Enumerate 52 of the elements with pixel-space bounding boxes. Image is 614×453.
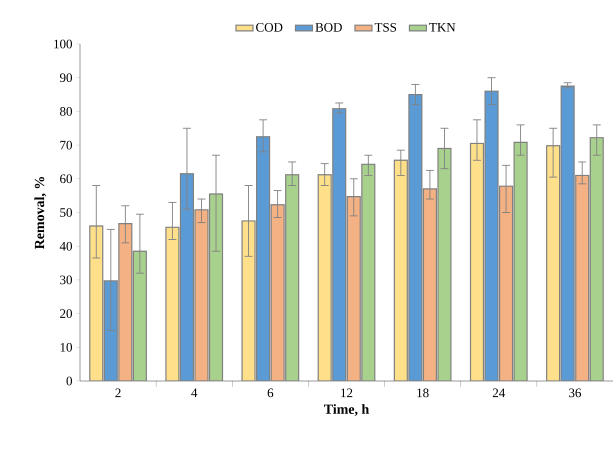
y-tick-label: 80	[60, 107, 72, 116]
bar	[514, 142, 528, 381]
bar	[194, 209, 209, 381]
x-tick-label: 6	[268, 388, 274, 398]
y-axis-title: Removal, %	[34, 177, 46, 250]
bar	[256, 136, 270, 381]
legend-label: TKN	[429, 23, 456, 32]
bar	[241, 220, 256, 381]
bar	[270, 204, 285, 381]
y-tick-label: 40	[60, 242, 72, 251]
bar	[165, 226, 180, 381]
bar	[422, 188, 437, 381]
x-tick-label: 2	[115, 388, 121, 398]
bar	[394, 160, 408, 381]
bar	[560, 86, 575, 381]
bar	[408, 94, 422, 381]
bar	[180, 173, 194, 381]
y-tick-label: 100	[54, 40, 72, 48]
y-tick-label: 90	[60, 73, 72, 82]
bar	[332, 108, 346, 381]
y-tick-label: 30	[60, 276, 72, 284]
bar	[132, 250, 147, 381]
bar	[89, 225, 104, 381]
bar	[575, 174, 590, 381]
x-tick-label: 36	[569, 388, 582, 398]
y-tick-label: 70	[60, 140, 72, 150]
x-tick-label: 12	[341, 388, 352, 398]
legend-label: BOD	[315, 23, 342, 32]
bar	[104, 280, 118, 381]
bar	[361, 164, 376, 381]
bar	[118, 223, 132, 381]
x-tick-label: 18	[417, 388, 429, 398]
bar	[484, 90, 499, 381]
bar	[546, 145, 560, 381]
bar	[470, 142, 484, 381]
bar	[346, 196, 361, 381]
bar	[208, 193, 224, 381]
x-tick-label: 4	[191, 388, 198, 398]
y-tick-label: 20	[60, 309, 72, 318]
y-tick-label: 50	[60, 208, 72, 217]
bar	[437, 148, 452, 381]
bar	[590, 137, 604, 381]
y-tick-label: 60	[60, 174, 72, 184]
x-axis-title: Time, h	[324, 404, 370, 416]
x-tick-label: 24	[492, 388, 506, 398]
bar	[498, 186, 514, 381]
y-tick-label: 0	[66, 376, 72, 386]
bar	[318, 174, 332, 381]
bar	[285, 174, 300, 381]
legend-label: TSS	[374, 23, 396, 32]
legend-label: COD	[256, 23, 282, 32]
y-tick-label: 10	[60, 342, 72, 352]
